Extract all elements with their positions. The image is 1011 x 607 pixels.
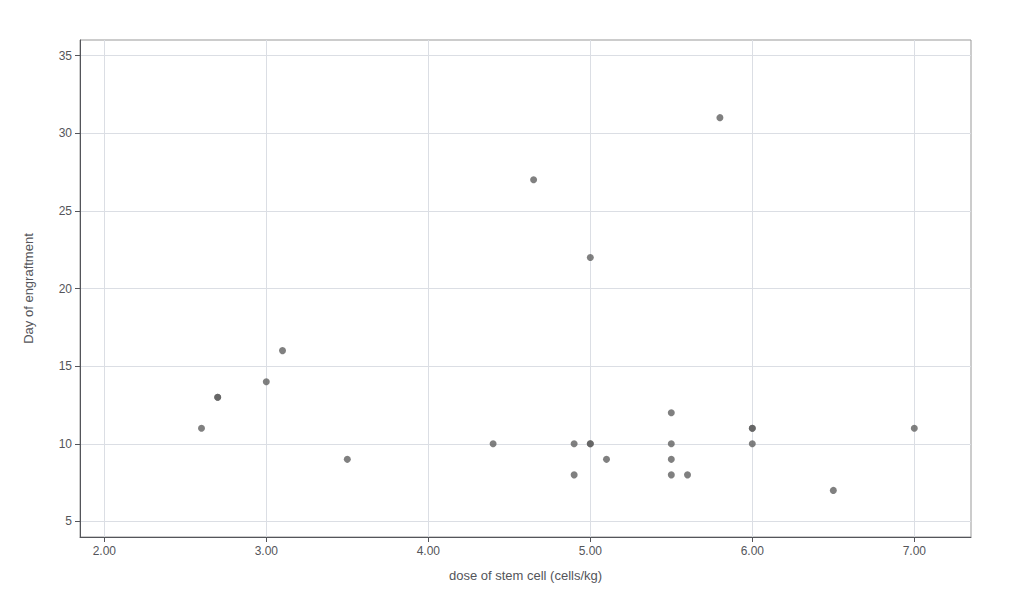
svg-text:3.00: 3.00	[255, 544, 279, 558]
svg-text:35: 35	[59, 49, 73, 63]
svg-text:6.00: 6.00	[741, 544, 765, 558]
svg-text:4.00: 4.00	[417, 544, 441, 558]
svg-text:25: 25	[59, 204, 73, 218]
svg-text:20: 20	[59, 282, 73, 296]
svg-text:Day of engraftment: Day of engraftment	[21, 233, 36, 344]
svg-text:15: 15	[59, 359, 73, 373]
svg-text:5: 5	[65, 514, 72, 528]
svg-text:30: 30	[59, 126, 73, 140]
svg-text:2.00: 2.00	[93, 544, 117, 558]
svg-text:7.00: 7.00	[903, 544, 927, 558]
svg-text:5.00: 5.00	[579, 544, 603, 558]
svg-text:dose of stem cell (cells/kg): dose of stem cell (cells/kg)	[449, 568, 602, 583]
svg-text:10: 10	[59, 437, 73, 451]
